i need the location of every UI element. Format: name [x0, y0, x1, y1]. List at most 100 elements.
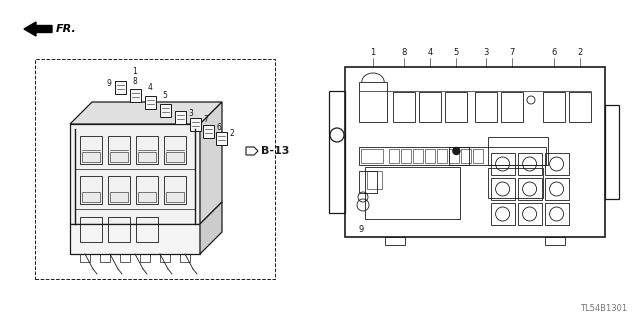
Polygon shape	[70, 224, 200, 254]
Bar	[445, 92, 467, 122]
Bar	[108, 176, 130, 204]
Bar	[329, 91, 345, 213]
Text: 4: 4	[148, 84, 152, 93]
Bar	[136, 136, 158, 164]
Bar	[80, 254, 90, 262]
Bar	[120, 254, 130, 262]
Bar	[359, 171, 377, 193]
Bar	[80, 136, 102, 164]
Bar	[518, 153, 541, 175]
Text: 5: 5	[163, 92, 168, 100]
Bar	[518, 178, 541, 200]
Text: TL54B1301: TL54B1301	[580, 304, 627, 313]
Bar	[461, 149, 471, 163]
Text: 7: 7	[509, 48, 515, 57]
Text: FR.: FR.	[56, 24, 77, 34]
Bar	[202, 124, 214, 137]
Polygon shape	[200, 202, 222, 254]
Bar	[82, 192, 100, 202]
Bar	[108, 136, 130, 164]
Bar	[491, 178, 515, 200]
Text: 5: 5	[453, 48, 459, 57]
Bar	[164, 176, 186, 204]
Bar	[501, 92, 523, 122]
Text: 6: 6	[216, 122, 221, 131]
Bar	[488, 168, 543, 198]
Bar	[425, 149, 435, 163]
Text: 3: 3	[189, 108, 193, 117]
Bar	[449, 149, 459, 163]
Bar	[136, 217, 158, 242]
Bar	[160, 254, 170, 262]
Bar	[82, 152, 100, 162]
Polygon shape	[70, 102, 222, 124]
Bar	[145, 95, 156, 108]
Bar	[545, 203, 568, 225]
Bar	[385, 237, 405, 245]
Bar	[543, 92, 565, 122]
Circle shape	[453, 147, 460, 154]
Bar	[129, 88, 141, 101]
Bar	[166, 152, 184, 162]
Bar	[491, 153, 515, 175]
Bar	[491, 203, 515, 225]
Bar	[389, 149, 399, 163]
Text: 6: 6	[551, 48, 557, 57]
Bar	[166, 192, 184, 202]
Text: 8: 8	[401, 48, 406, 57]
Bar	[110, 152, 128, 162]
Bar	[108, 217, 130, 242]
Bar	[175, 110, 186, 123]
Bar	[569, 92, 591, 122]
Bar	[110, 192, 128, 202]
Bar	[80, 176, 102, 204]
Text: 1: 1	[132, 68, 138, 77]
Bar	[393, 92, 415, 122]
Text: 7: 7	[204, 115, 209, 124]
Bar	[401, 149, 411, 163]
Bar	[35, 59, 275, 279]
Bar	[138, 192, 156, 202]
Text: 9: 9	[358, 225, 364, 234]
Bar	[189, 117, 200, 130]
Bar	[605, 105, 619, 199]
Bar	[138, 152, 156, 162]
Text: 2: 2	[230, 130, 234, 138]
Bar	[159, 103, 170, 116]
Bar	[115, 80, 125, 93]
Bar	[449, 147, 469, 165]
Text: 4: 4	[428, 48, 433, 57]
Bar	[216, 131, 227, 145]
Bar	[475, 92, 497, 122]
Bar	[164, 136, 186, 164]
Bar	[140, 254, 150, 262]
Text: 2: 2	[577, 48, 582, 57]
Bar	[545, 153, 568, 175]
Bar	[365, 167, 460, 219]
Bar	[100, 254, 110, 262]
Polygon shape	[246, 147, 258, 155]
Bar	[545, 178, 568, 200]
Bar	[437, 149, 447, 163]
Text: B-13: B-13	[261, 146, 289, 156]
Bar	[545, 237, 565, 245]
FancyArrow shape	[24, 22, 52, 36]
Bar	[367, 171, 382, 189]
Text: 9: 9	[107, 78, 111, 87]
Bar	[488, 137, 548, 165]
Polygon shape	[200, 102, 222, 224]
Bar	[359, 147, 546, 165]
Bar	[359, 82, 387, 122]
Text: 3: 3	[483, 48, 489, 57]
Bar	[180, 254, 190, 262]
Bar	[136, 176, 158, 204]
Bar	[80, 217, 102, 242]
Text: 8: 8	[132, 77, 138, 85]
Bar	[518, 203, 541, 225]
Text: 1: 1	[371, 48, 376, 57]
Bar	[413, 149, 423, 163]
Bar	[473, 149, 483, 163]
Bar	[361, 149, 383, 163]
Bar	[345, 67, 605, 237]
Polygon shape	[70, 124, 200, 224]
